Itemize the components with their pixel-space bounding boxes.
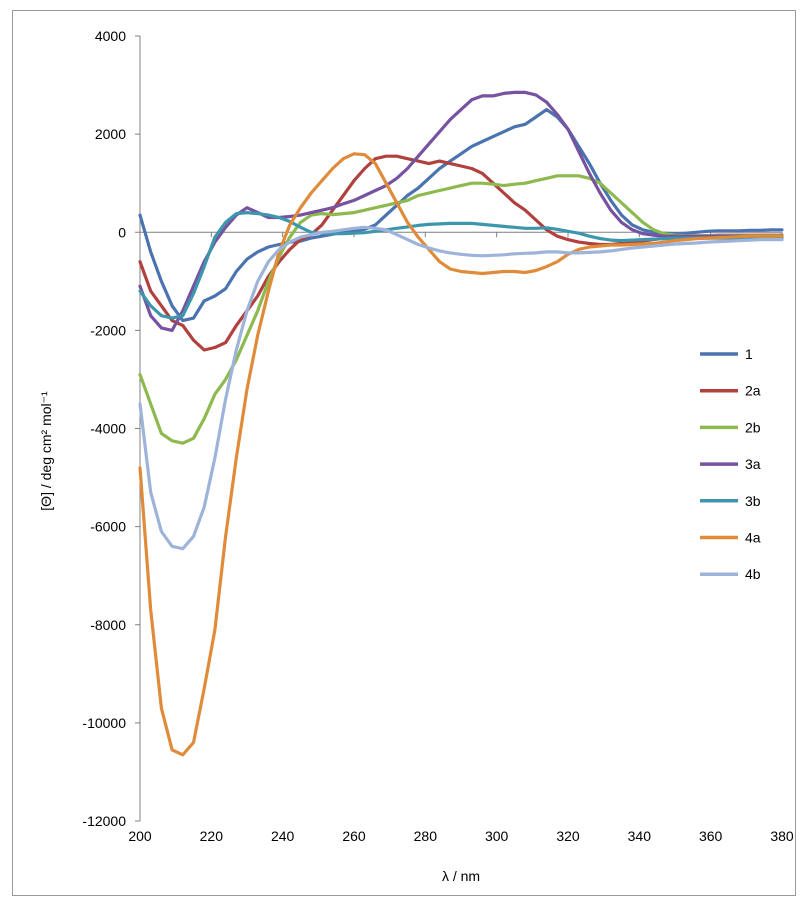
x-tick-label: 220 <box>200 828 224 844</box>
x-tick-label: 340 <box>628 828 652 844</box>
y-tick-label: -6000 <box>90 519 126 535</box>
x-tick-label: 320 <box>556 828 580 844</box>
legend-label-4b: 4b <box>745 566 761 582</box>
series-line-3a <box>138 90 784 332</box>
y-tick-label: 0 <box>118 224 126 240</box>
x-tick-label: 240 <box>271 828 295 844</box>
x-tick-label: 380 <box>770 828 794 844</box>
x-tick-labels: 200 220 240 260 280 300 320 340 360 380 <box>128 828 794 844</box>
legend-label-3a: 3a <box>745 456 761 472</box>
x-tick-label: 260 <box>342 828 366 844</box>
series-line-3b <box>138 211 784 320</box>
x-tick-label: 200 <box>128 828 152 844</box>
series-line-4b <box>138 225 784 551</box>
y-tick-label: -10000 <box>82 715 126 731</box>
y-axis-label: [Θ] / deg cm² mol⁻¹ <box>38 391 54 511</box>
legend-label-2b: 2b <box>745 419 761 435</box>
cd-spectrum-chart: 4000 2000 0 -2000 -4000 -6000 -8000 -10000 -1200… <box>38 28 794 884</box>
legend: 1 2a 2b 3a 3b 4a 4b <box>700 346 761 582</box>
x-tick-label: 300 <box>485 828 509 844</box>
y-tick-label: -4000 <box>90 421 126 437</box>
chart-frame: 4000 2000 0 -2000 -4000 -6000 -8000 -10000 -1200… <box>12 10 796 896</box>
series-lines <box>138 90 784 757</box>
y-tick-label: -12000 <box>82 813 126 829</box>
x-axis-label: λ / nm <box>442 868 480 884</box>
x-tick-label: 280 <box>414 828 438 844</box>
series-line-4a <box>138 152 784 757</box>
y-tick-label: 4000 <box>95 28 126 44</box>
legend-label-3b: 3b <box>745 493 761 509</box>
y-tick-labels: 4000 2000 0 -2000 -4000 -6000 -8000 -10000 -1200… <box>82 28 126 829</box>
y-tick-label: -8000 <box>90 617 126 633</box>
legend-label-1: 1 <box>745 346 753 362</box>
legend-label-2a: 2a <box>745 383 761 399</box>
legend-label-4a: 4a <box>745 530 761 546</box>
y-tick-label: -2000 <box>90 322 126 338</box>
x-tick-label: 360 <box>699 828 723 844</box>
y-tick-label: 2000 <box>95 126 126 142</box>
